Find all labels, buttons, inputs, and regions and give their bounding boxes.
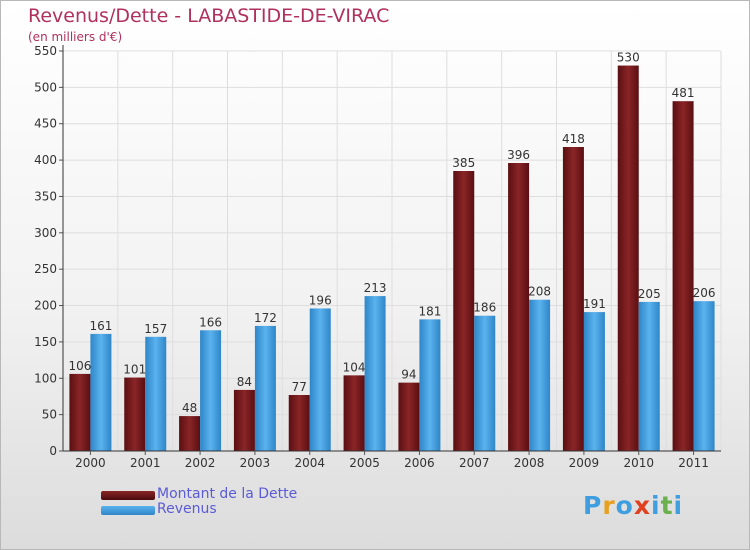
data-label-revenus: 166 — [199, 315, 222, 329]
bar-revenus — [419, 319, 441, 451]
x-tick-label: 2005 — [349, 456, 380, 470]
data-label-dette: 106 — [68, 359, 91, 373]
bar-dette — [233, 389, 255, 451]
bar-revenus — [254, 325, 276, 451]
logo-letter: o — [615, 491, 634, 520]
bar-revenus — [638, 301, 660, 451]
x-tick-label: 2009 — [569, 456, 600, 470]
data-label-dette: 77 — [292, 380, 307, 394]
data-label-dette: 94 — [401, 368, 416, 382]
logo-letter: i — [673, 491, 684, 520]
legend-swatch-dette — [101, 491, 155, 500]
chart-title: Revenus/Dette - LABASTIDE-DE-VIRAC — [28, 5, 390, 27]
bar-revenus — [693, 301, 715, 451]
bar-dette — [672, 101, 694, 451]
bar-revenus — [583, 312, 605, 451]
y-tick-label: 50 — [42, 408, 57, 422]
data-label-dette: 104 — [343, 360, 366, 374]
legend-swatch-revenus — [101, 506, 155, 515]
x-tick-label: 2003 — [240, 456, 271, 470]
data-label-dette: 48 — [182, 401, 197, 415]
data-label-revenus: 208 — [528, 285, 551, 299]
logo-letter: i — [651, 491, 661, 520]
x-tick-label: 2001 — [130, 456, 161, 470]
bar-dette — [124, 377, 146, 451]
legend-label-dette: Montant de la Dette — [157, 486, 298, 502]
bar-dette — [398, 382, 420, 451]
bars-layer — [69, 65, 715, 451]
data-label-revenus: 205 — [638, 287, 661, 301]
y-tick-label: 0 — [49, 444, 57, 458]
data-label-revenus: 181 — [418, 304, 441, 318]
x-tick-label: 2010 — [623, 456, 654, 470]
data-label-revenus: 196 — [309, 293, 332, 307]
bar-revenus — [529, 299, 551, 451]
bar-revenus — [145, 336, 167, 451]
bar-revenus — [474, 315, 496, 451]
logo-letter: P — [583, 491, 603, 520]
data-label-revenus: 172 — [254, 311, 277, 325]
x-tick-label: 2006 — [404, 456, 435, 470]
y-tick-label: 400 — [34, 153, 57, 167]
logo-letter: r — [602, 491, 616, 520]
y-tick-label: 300 — [34, 226, 57, 240]
bar-revenus — [364, 296, 386, 451]
legend-label-revenus: Revenus — [157, 501, 217, 517]
data-label-dette: 396 — [507, 148, 530, 162]
y-tick-label: 200 — [34, 299, 57, 313]
y-tick-label: 550 — [34, 44, 57, 58]
bar-dette — [179, 416, 201, 451]
y-tick-label: 500 — [34, 80, 57, 94]
y-tick-label: 350 — [34, 189, 57, 203]
bar-revenus — [200, 330, 222, 451]
data-label-revenus: 157 — [144, 322, 167, 336]
data-label-revenus: 206 — [693, 286, 716, 300]
x-tick-label: 2002 — [185, 456, 216, 470]
logo-letter: t — [660, 491, 674, 520]
data-label-revenus: 186 — [473, 301, 496, 315]
bar-revenus — [90, 333, 112, 451]
x-tick-label: 2011 — [678, 456, 709, 470]
y-tick-label: 450 — [34, 117, 57, 131]
bar-revenus — [309, 308, 331, 451]
data-label-revenus: 191 — [583, 297, 606, 311]
bar-dette — [508, 163, 530, 451]
logo-letter: x — [633, 491, 651, 520]
x-tick-label: 2008 — [514, 456, 545, 470]
bar-dette — [288, 395, 310, 451]
bar-dette — [343, 375, 365, 451]
proxiti-logo: Proxiti — [583, 491, 683, 520]
x-tick-label: 2000 — [75, 456, 106, 470]
y-tick-label: 150 — [34, 335, 57, 349]
data-label-dette: 418 — [562, 132, 585, 146]
data-label-dette: 385 — [452, 156, 475, 170]
axis-layer: 0 50 100 150 200 250 300 350 400 450 500 550 2000 200… — [34, 44, 721, 470]
bar-dette — [562, 147, 584, 451]
bar-dette — [617, 65, 639, 451]
data-label-revenus: 213 — [364, 281, 387, 295]
bar-dette — [453, 171, 475, 451]
chart-subtitle: (en milliers d'€) — [28, 30, 123, 44]
data-label-dette: 481 — [672, 86, 695, 100]
data-label-dette: 101 — [123, 363, 146, 377]
data-label-dette: 84 — [237, 375, 252, 389]
y-tick-label: 250 — [34, 262, 57, 276]
data-label-revenus: 161 — [89, 319, 112, 333]
y-tick-label: 100 — [34, 371, 57, 385]
x-tick-label: 2007 — [459, 456, 490, 470]
labels-layer: 106 161 101 157 48 166 84 172 77 196 104 213 94 181 38… — [68, 51, 715, 416]
grid-layer — [62, 50, 722, 452]
x-tick-label: 2004 — [294, 456, 325, 470]
data-label-dette: 530 — [617, 51, 640, 65]
bar-dette — [69, 373, 91, 451]
